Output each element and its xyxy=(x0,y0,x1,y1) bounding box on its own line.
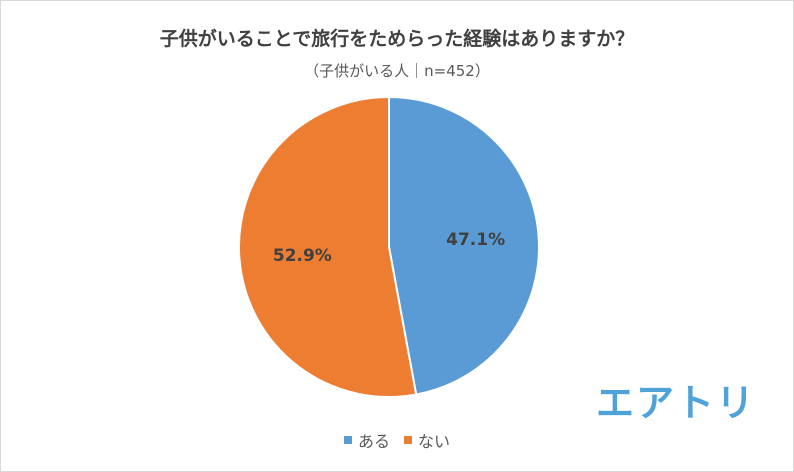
legend-item-nai: ない xyxy=(404,428,450,452)
airtrip-logo: エアトリ xyxy=(596,381,757,425)
legend-label-aru: ある xyxy=(357,432,390,451)
chart-subtitle: （子供がいる人｜n=452） xyxy=(304,62,490,80)
legend: ある ない xyxy=(0,428,794,452)
legend-label-nai: ない xyxy=(418,432,451,451)
pie-slice-aru xyxy=(388,95,540,396)
legend-swatch-aru xyxy=(343,436,352,444)
legend-swatch-nai xyxy=(404,436,412,444)
legend-item-aru: ある xyxy=(343,428,390,452)
slice-label-aru: 47.1% xyxy=(446,230,505,250)
slice-label-nai: 52.9% xyxy=(273,246,332,266)
chart-title: 子供がいることで旅行をためらった経験はありますか？ xyxy=(159,28,635,50)
pie-slice-nai xyxy=(238,95,418,398)
